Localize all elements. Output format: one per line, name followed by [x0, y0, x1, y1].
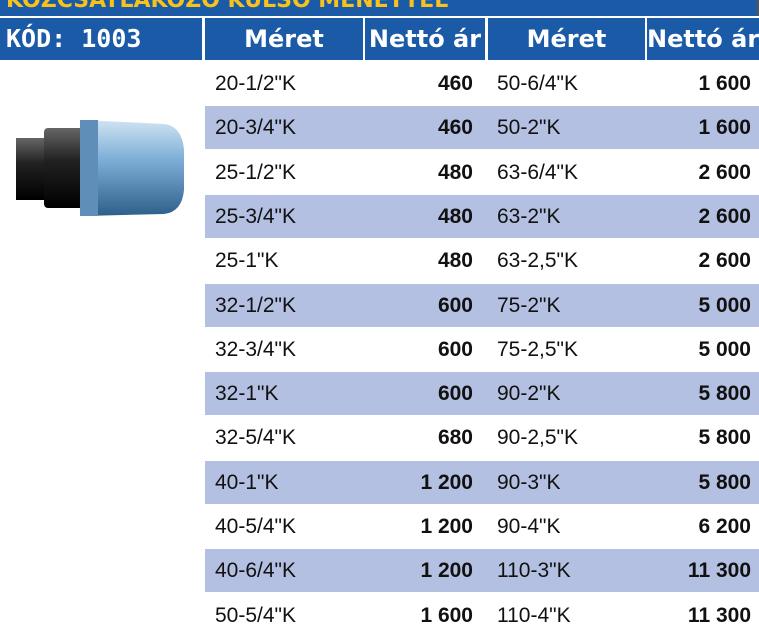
size-cell: 50-5/4"K	[215, 594, 355, 637]
size-cell: 40-5/4"K	[215, 505, 355, 548]
size-cell: 63-2"K	[497, 195, 637, 238]
product-code: KÓD: 1003	[0, 18, 202, 60]
price-cell: 600	[365, 372, 473, 415]
price-cell: 6 200	[647, 505, 751, 548]
size-cell: 75-2"K	[497, 284, 637, 327]
price-cell: 1 600	[647, 62, 751, 105]
price-cell: 460	[365, 106, 473, 149]
price-cell: 460	[365, 62, 473, 105]
price-cell: 1 200	[365, 461, 473, 504]
price-cell: 2 600	[647, 239, 751, 282]
price-cell: 2 600	[647, 195, 751, 238]
size-cell: 40-6/4"K	[215, 549, 355, 592]
price-cell: 11 300	[647, 594, 751, 637]
product-image	[14, 110, 194, 220]
price-cell: 680	[365, 416, 473, 459]
size-cell: 32-1"K	[215, 372, 355, 415]
size-cell: 90-2,5"K	[497, 416, 637, 459]
size-cell: 20-1/2"K	[215, 62, 355, 105]
size-cell: 110-4"K	[497, 594, 637, 637]
size-cell: 32-3/4"K	[215, 328, 355, 371]
size-cell: 32-1/2"K	[215, 284, 355, 327]
price-cell: 11 300	[647, 549, 751, 592]
size-cell: 25-1"K	[215, 239, 355, 282]
size-cell: 50-6/4"K	[497, 62, 637, 105]
price-cell: 5 000	[647, 284, 751, 327]
size-cell: 20-3/4"K	[215, 106, 355, 149]
price-cell: 1 600	[365, 594, 473, 637]
price-cell: 5 800	[647, 461, 751, 504]
price-cell: 5 000	[647, 328, 751, 371]
price-cell: 600	[365, 284, 473, 327]
size-cell: 110-3"K	[497, 549, 637, 592]
column-header: Nettó ár	[365, 18, 485, 60]
price-cell: 480	[365, 151, 473, 194]
size-cell: 40-1"K	[215, 461, 355, 504]
price-cell: 480	[365, 195, 473, 238]
size-cell: 75-2,5"K	[497, 328, 637, 371]
column-header: Nettó ár	[647, 18, 759, 60]
price-cell: 1 200	[365, 505, 473, 548]
size-cell: 90-2"K	[497, 372, 637, 415]
price-cell: 5 800	[647, 372, 751, 415]
size-cell: 25-3/4"K	[215, 195, 355, 238]
title: KÖZCSATLAKOZÓ KÜLSŐ MENETTEL	[6, 0, 448, 13]
size-cell: 50-2"K	[497, 106, 637, 149]
column-header: Méret	[488, 18, 645, 60]
size-cell: 90-3"K	[497, 461, 637, 504]
title-strip: KÖZCSATLAKOZÓ KÜLSŐ MENETTEL	[0, 0, 759, 16]
price-cell: 1 600	[647, 106, 751, 149]
price-cell: 480	[365, 239, 473, 282]
size-cell: 25-1/2"K	[215, 151, 355, 194]
price-cell: 2 600	[647, 151, 751, 194]
price-cell: 5 800	[647, 416, 751, 459]
size-cell: 63-2,5"K	[497, 239, 637, 282]
size-cell: 32-5/4"K	[215, 416, 355, 459]
size-cell: 90-4"K	[497, 505, 637, 548]
column-header: Méret	[205, 18, 363, 60]
size-cell: 63-6/4"K	[497, 151, 637, 194]
price-cell: 600	[365, 328, 473, 371]
price-cell: 1 200	[365, 549, 473, 592]
page: KÖZCSATLAKOZÓ KÜLSŐ MENETTEL KÓD: 1003 M…	[0, 0, 759, 638]
